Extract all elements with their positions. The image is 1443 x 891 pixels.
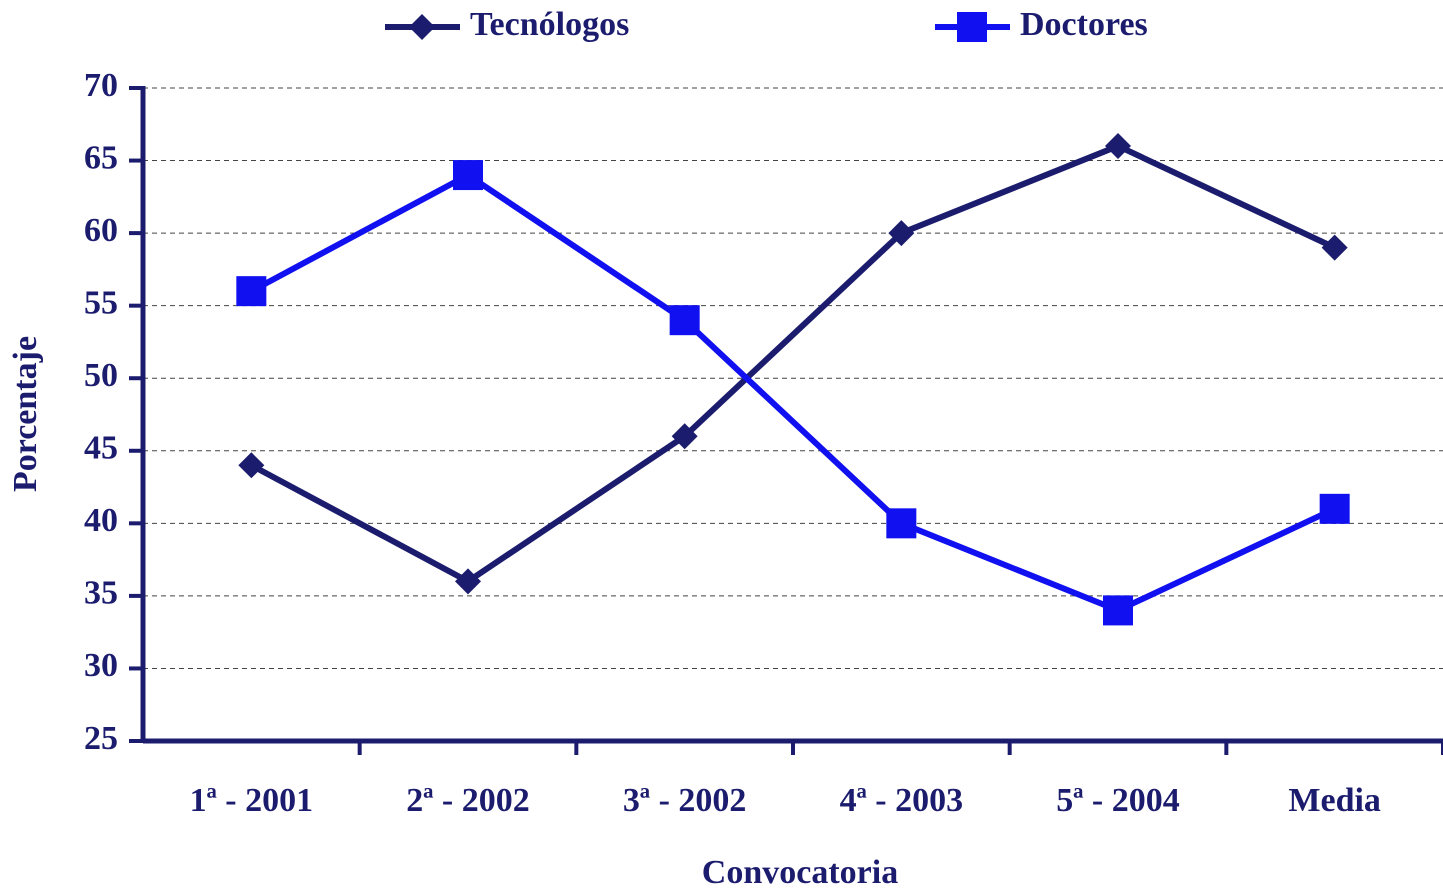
y-tick-label: 70 — [84, 67, 118, 104]
y-tick-label: 25 — [84, 720, 118, 757]
x-axis-label: Convocatoria — [702, 854, 898, 891]
y-tick-label: 65 — [84, 139, 118, 176]
y-tick-label: 45 — [84, 430, 118, 467]
x-tick-label: Media — [1288, 782, 1381, 819]
marker — [1105, 133, 1131, 160]
y-tick-label: 30 — [84, 647, 118, 684]
y-tick-label: 50 — [84, 357, 118, 394]
marker — [1103, 595, 1133, 626]
marker — [236, 276, 267, 307]
legend-label: Doctores — [1020, 6, 1148, 43]
x-tick-label: 5ª - 2004 — [1056, 782, 1180, 819]
series-line — [249, 171, 1336, 614]
x-tick-label: 1ª - 2001 — [190, 782, 314, 819]
marker — [238, 452, 265, 479]
legend-label: Tecnólogos — [470, 6, 629, 43]
marker — [886, 508, 917, 539]
x-tick-label: 3ª - 2002 — [623, 782, 747, 819]
y-tick-label: 35 — [84, 575, 118, 612]
y-tick-label: 60 — [84, 212, 118, 249]
y-tick-label: 40 — [84, 502, 118, 539]
marker — [888, 220, 915, 247]
series-line — [249, 142, 1336, 585]
marker — [455, 568, 481, 595]
marker — [1321, 234, 1348, 261]
y-tick-label: 55 — [84, 284, 118, 321]
marker — [1319, 493, 1350, 524]
x-tick-label: 2ª - 2002 — [406, 782, 530, 819]
marker — [669, 305, 700, 336]
x-tick-label: 4ª - 2003 — [840, 782, 964, 819]
marker — [957, 12, 987, 42]
marker — [453, 160, 483, 191]
y-axis-label: Porcentaje — [7, 336, 44, 492]
marker — [409, 14, 435, 40]
marker — [671, 423, 698, 450]
